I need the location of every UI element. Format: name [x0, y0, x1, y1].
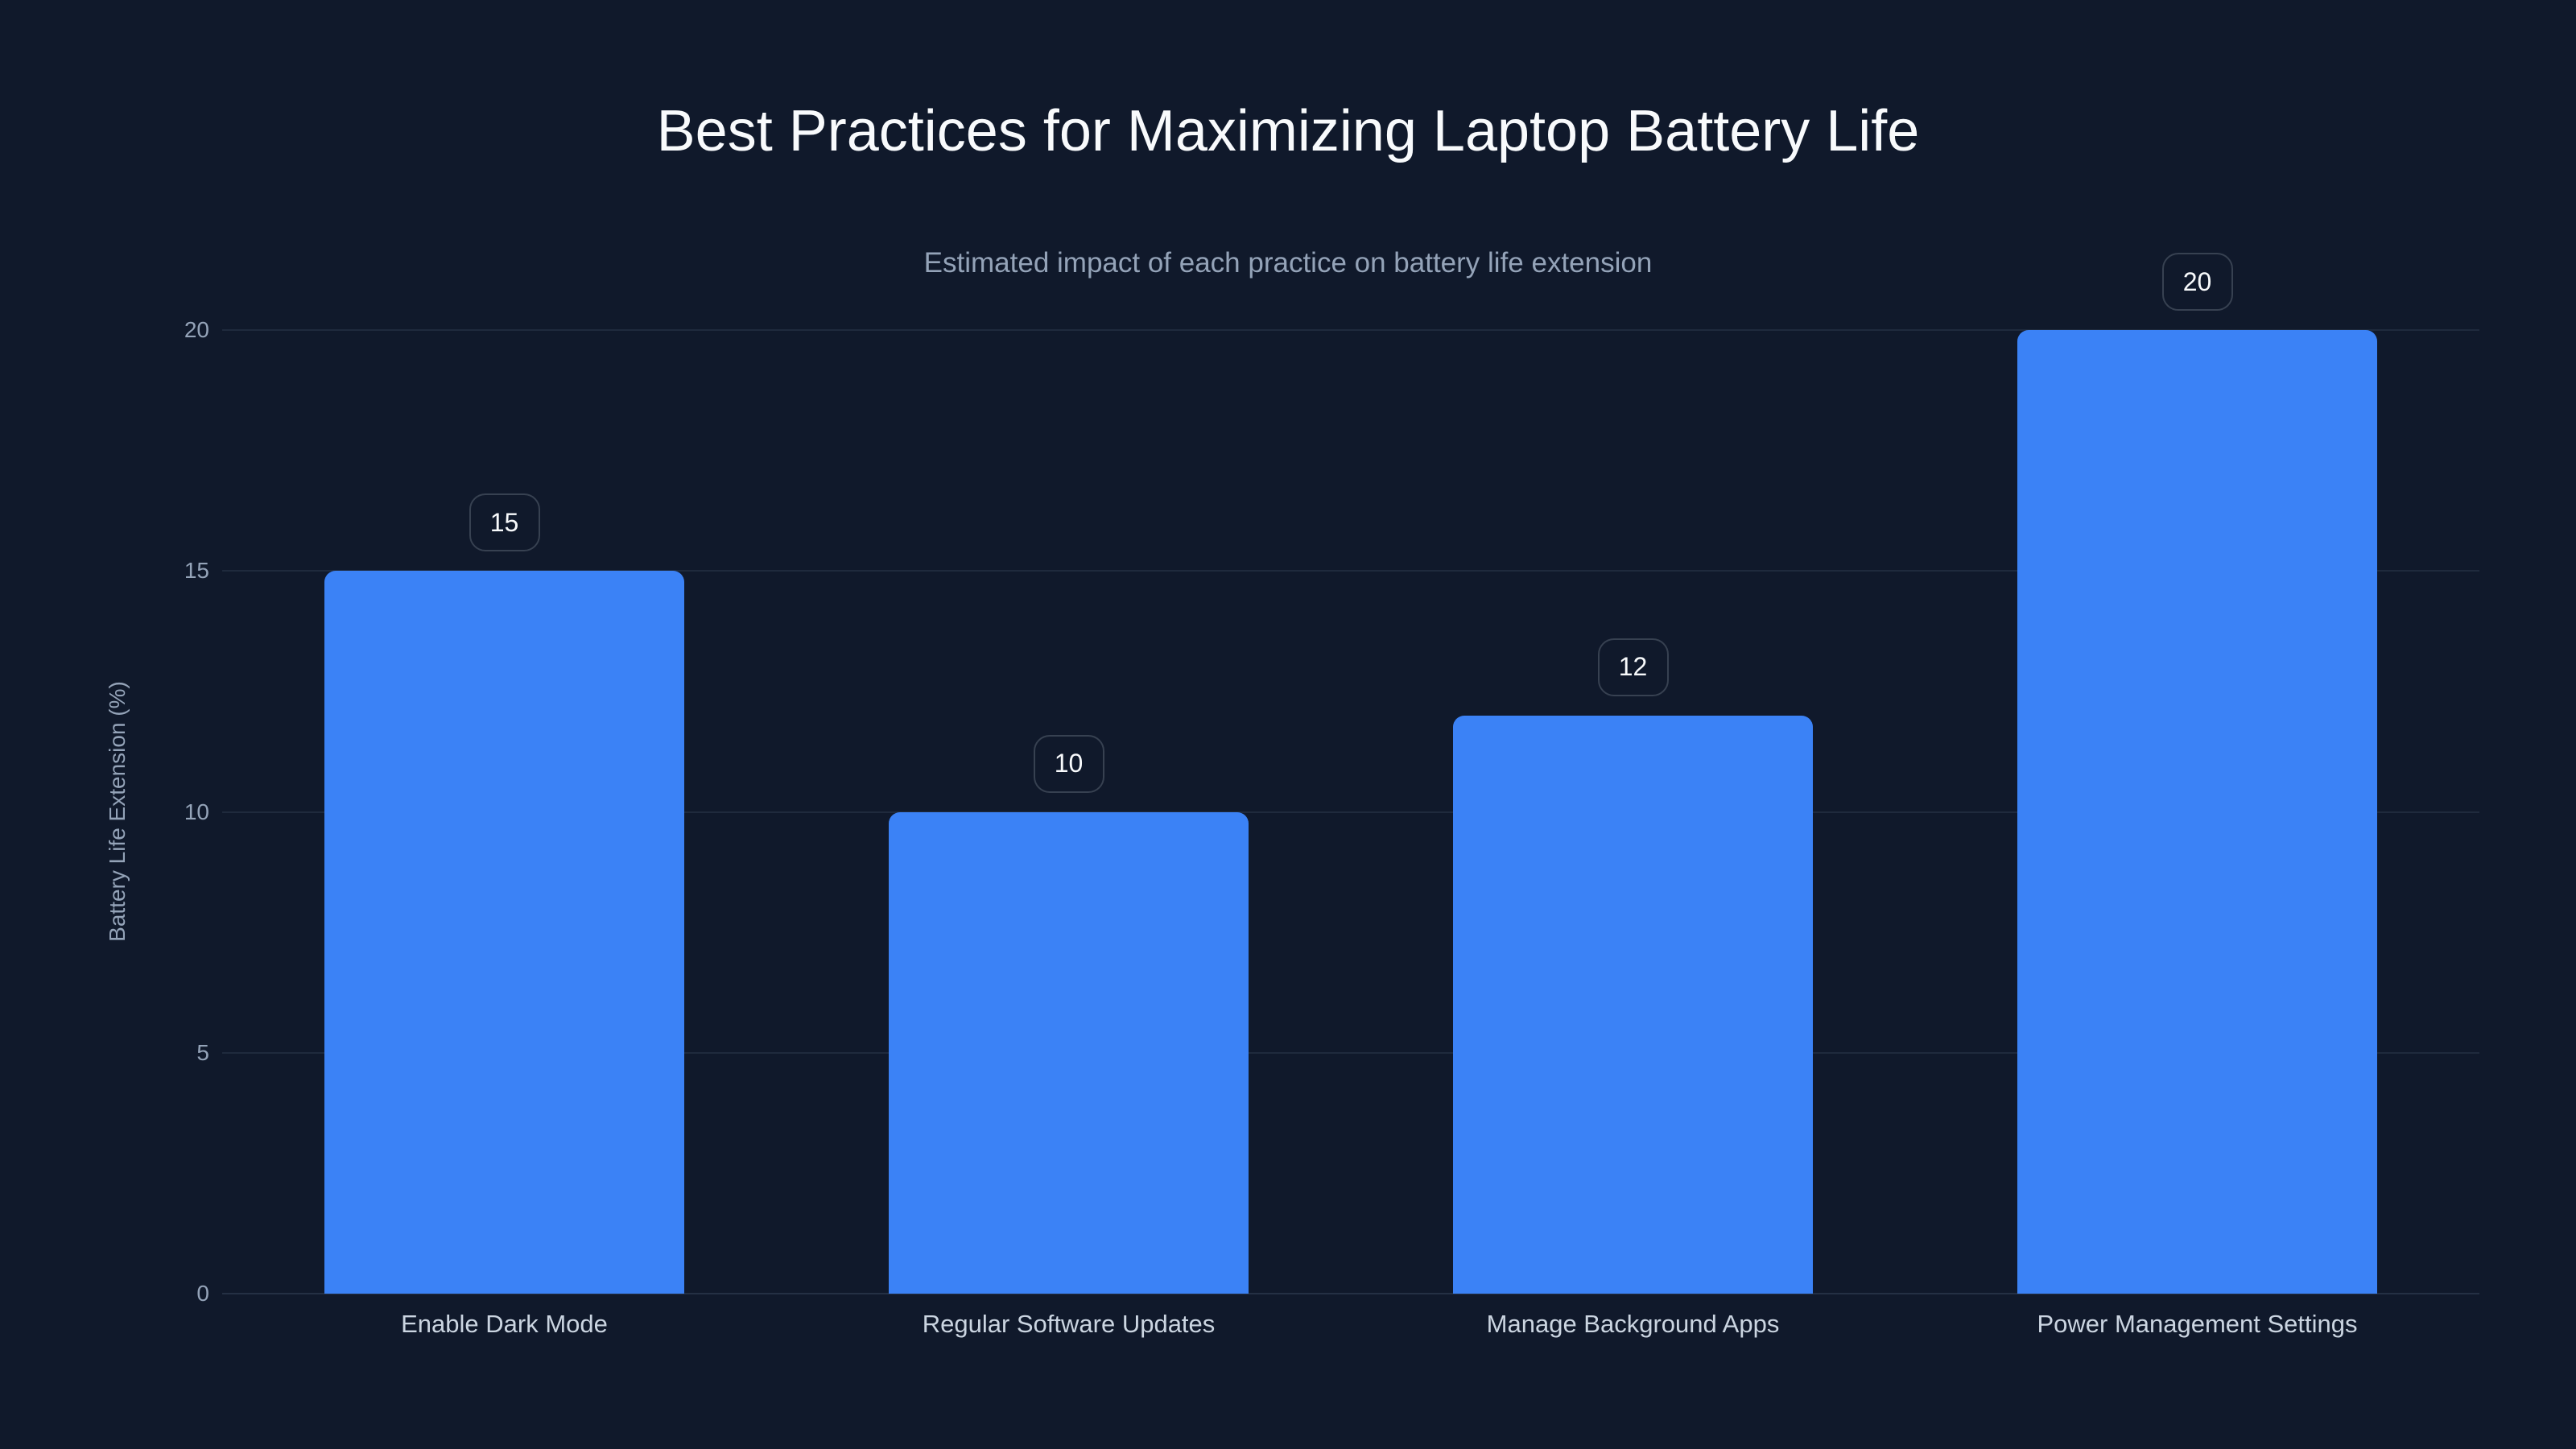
y-tick-label: 20 — [184, 317, 209, 342]
y-tick-label: 15 — [184, 558, 209, 584]
bar[interactable] — [2017, 330, 2377, 1294]
value-label: 20 — [2161, 253, 2233, 311]
y-tick-label: 5 — [196, 1039, 209, 1065]
x-tick-label: Power Management Settings — [2037, 1310, 2358, 1338]
gridline — [222, 570, 2479, 572]
y-axis-label: Battery Life Extension (%) — [105, 681, 130, 942]
chart-title: Best Practices for Maximizing Laptop Bat… — [656, 99, 1920, 163]
value-label: 10 — [1033, 734, 1104, 793]
x-tick-label: Enable Dark Mode — [401, 1310, 608, 1338]
bar[interactable] — [324, 571, 684, 1294]
value-label: 12 — [1597, 638, 1669, 696]
bar[interactable] — [1453, 715, 1813, 1294]
gridline — [222, 329, 2479, 331]
chart-subtitle: Estimated impact of each practice on bat… — [923, 247, 1653, 279]
gridline — [222, 1051, 2479, 1054]
bar[interactable] — [889, 811, 1249, 1294]
value-label: 15 — [469, 493, 540, 552]
y-tick-label: 0 — [196, 1281, 209, 1306]
gridline — [222, 1293, 2479, 1294]
plot-area: 0 5 10 15 20 15 10 12 20 — [184, 253, 2479, 1306]
x-tick-label: Manage Background Apps — [1486, 1310, 1780, 1338]
gridline — [222, 811, 2479, 813]
y-tick-label: 10 — [184, 799, 209, 824]
x-tick-label: Regular Software Updates — [922, 1310, 1216, 1338]
